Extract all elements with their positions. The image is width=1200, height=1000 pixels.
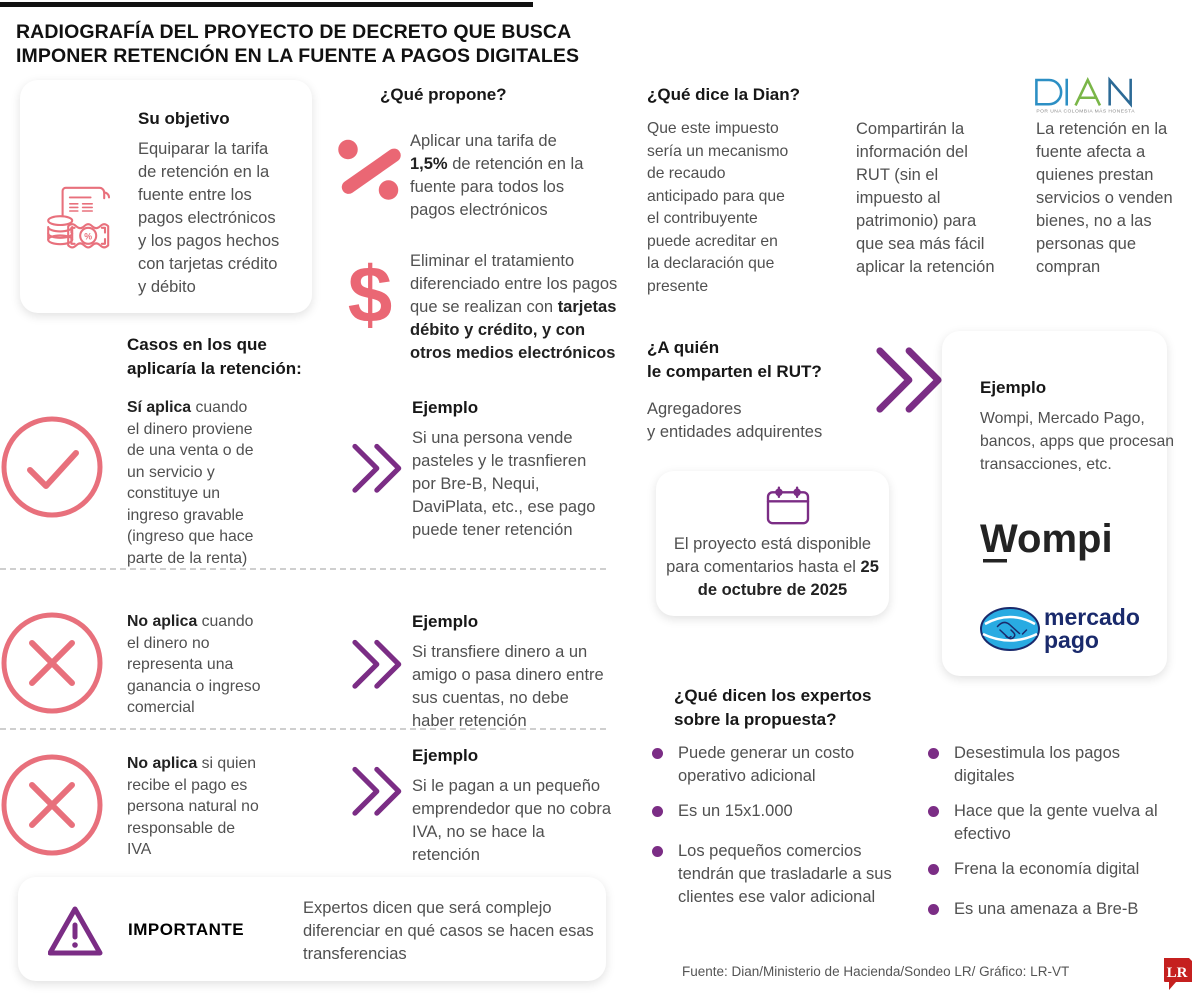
svg-text:pago: pago <box>1044 627 1099 653</box>
svg-text:POR UNA COLOMBIA MÁS HONESTA: POR UNA COLOMBIA MÁS HONESTA <box>1036 108 1135 115</box>
svg-text:Wompi: Wompi <box>980 517 1113 561</box>
svg-text:mercado: mercado <box>1044 604 1140 630</box>
svg-text:%: % <box>84 231 92 241</box>
svg-text:$: $ <box>348 250 393 339</box>
svg-text:LR: LR <box>1167 965 1188 981</box>
